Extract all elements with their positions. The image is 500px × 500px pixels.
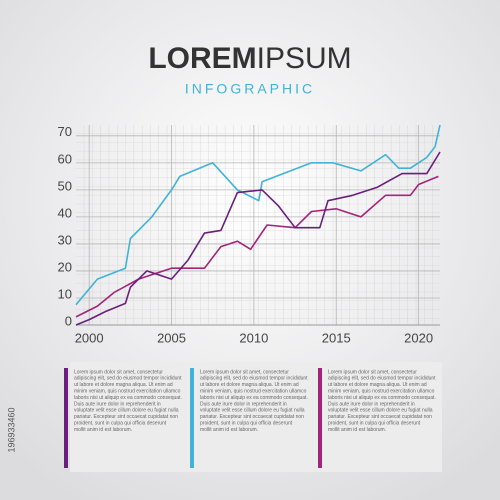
column-text: minim veniam, quis nostrud exercitation … — [200, 389, 307, 395]
column-bar — [318, 368, 322, 468]
column-text: Lorem ipsum dolor sit amet, consectetur — [200, 369, 289, 375]
column-text: pariatur. Excepteur sint occaecat cupida… — [200, 414, 304, 420]
x-tick-label: 2000 — [75, 330, 104, 345]
column-text: adipiscing elit, sed do eiusmod tempor i… — [328, 376, 436, 382]
column-text: adipiscing elit, sed do eiusmod tempor i… — [74, 376, 182, 382]
column-text: mollit anim id est laborum. — [74, 427, 132, 433]
x-tick-label: 2005 — [157, 330, 186, 345]
column-text: ut labore et dolore magna aliqua. Ut eni… — [328, 382, 427, 388]
y-tick-label: 50 — [58, 178, 72, 193]
column-text: ut labore et dolore magna aliqua. Ut eni… — [200, 382, 299, 388]
column-text: mollit anim id est laborum. — [328, 427, 386, 433]
column-text: Duis aute irure dolor in reprehenderit i… — [328, 401, 415, 407]
data-line — [75, 151, 441, 326]
column-text: mollit anim id est laborum. — [200, 427, 258, 433]
column-text: voluptate velit esse cillum dolore eu fu… — [328, 408, 433, 414]
column-text: voluptate velit esse cillum dolore eu fu… — [74, 408, 179, 414]
x-tick-label: 2020 — [404, 330, 433, 345]
column-text: laboris nisi ut aliquip ex ea commodo co… — [328, 395, 436, 401]
y-tick-label: 70 — [58, 124, 72, 139]
column-text: pariatur. Excepteur sint occaecat cupida… — [74, 414, 178, 420]
column-text: laboris nisi ut aliquip ex ea commodo co… — [200, 395, 308, 401]
column-text: laboris nisi ut aliquip ex ea commodo co… — [74, 395, 182, 401]
x-tick-label: 2015 — [322, 330, 351, 345]
column-text: proident, sunt in culpa qui officia dese… — [74, 421, 167, 427]
data-line — [75, 124, 441, 306]
column-text: proident, sunt in culpa qui officia dese… — [328, 421, 421, 427]
y-tick-label: 10 — [58, 286, 72, 301]
y-tick-label: 20 — [58, 259, 72, 274]
column-text: minim veniam, quis nostrud exercitation … — [328, 389, 435, 395]
y-tick-label: 60 — [58, 151, 72, 166]
column-text: voluptate velit esse cillum dolore eu fu… — [200, 408, 305, 414]
title: LOREMIPSUM — [148, 42, 351, 75]
column-text: proident, sunt in culpa qui officia dese… — [200, 421, 293, 427]
column-text: minim veniam, quis nostrud exercitation … — [74, 389, 181, 395]
column-text: Lorem ipsum dolor sit amet, consectetur — [328, 369, 417, 375]
column-text: ut labore et dolore magna aliqua. Ut eni… — [74, 382, 173, 388]
column-bar — [64, 368, 68, 468]
stock-id: 196933460 — [6, 407, 16, 452]
column-bar — [190, 368, 194, 468]
title-light: IPSUM — [257, 42, 352, 75]
subtitle: INFOGRAPHIC — [185, 81, 315, 97]
y-tick-label: 0 — [65, 313, 72, 328]
column-text: Duis aute irure dolor in reprehenderit i… — [200, 401, 287, 407]
y-tick-label: 30 — [58, 232, 72, 247]
column-text: Lorem ipsum dolor sit amet, consectetur — [74, 369, 163, 375]
column-text: Duis aute irure dolor in reprehenderit i… — [74, 401, 161, 407]
column-text: adipiscing elit, sed do eiusmod tempor i… — [200, 376, 308, 382]
y-tick-label: 40 — [58, 205, 72, 220]
x-tick-label: 2010 — [239, 330, 268, 345]
text-panel — [70, 362, 442, 472]
column-text: pariatur. Excepteur sint occaecat cupida… — [328, 414, 432, 420]
title-bold: LOREM — [148, 42, 256, 75]
